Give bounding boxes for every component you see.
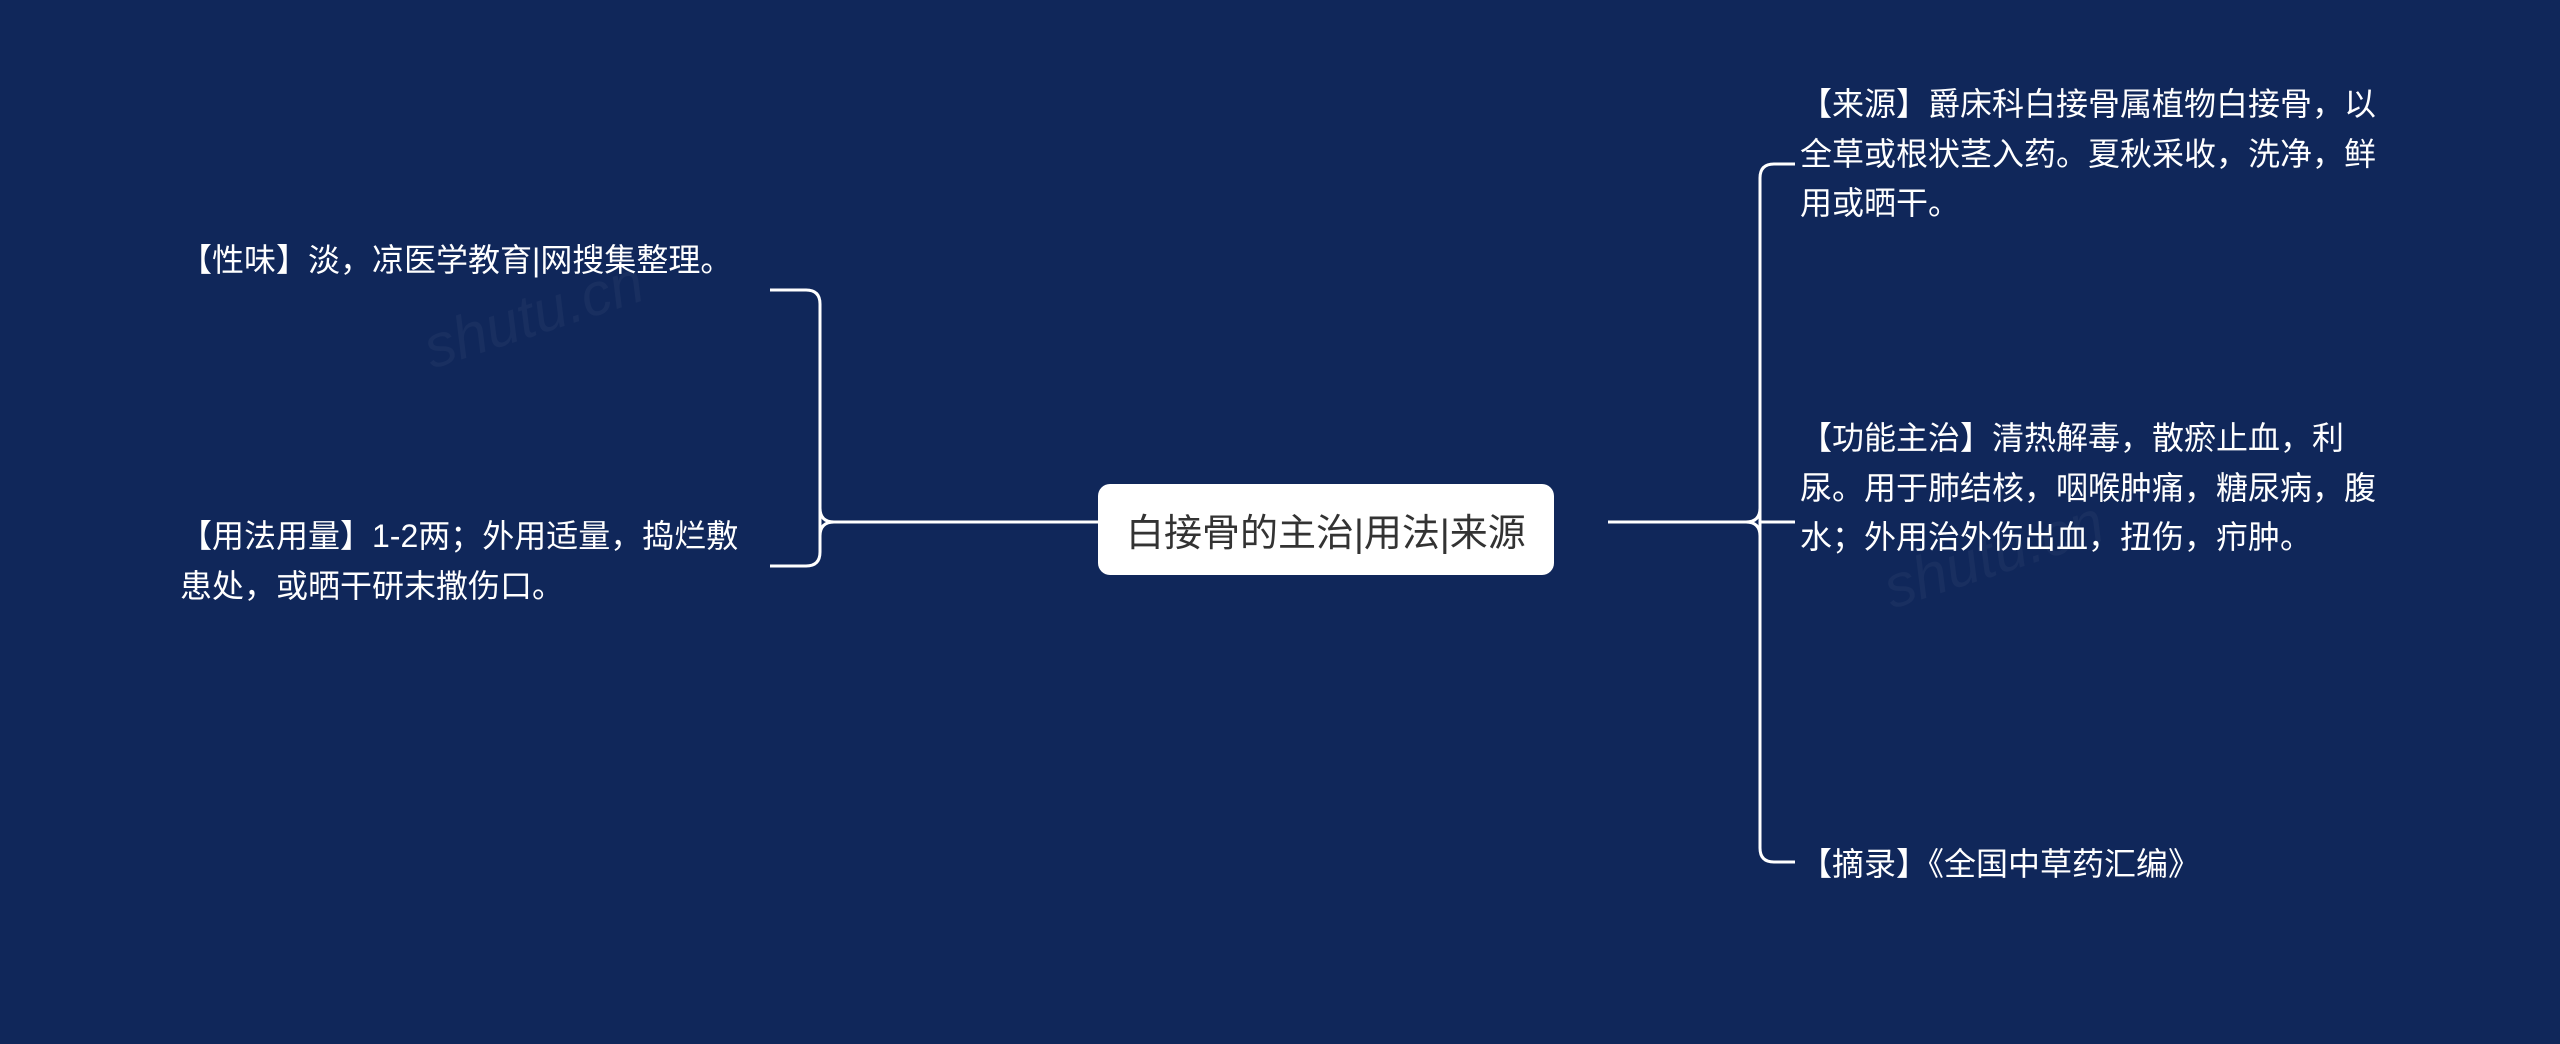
connector-path	[1608, 508, 1760, 522]
right-leaf: 【功能主治】清热解毒，散瘀止血，利尿。用于肺结核，咽喉肿痛，糖尿病，腹水；外用治…	[1800, 414, 2380, 563]
connector-path	[1760, 848, 1795, 862]
right-leaf: 【摘录】《全国中草药汇编》	[1800, 840, 2380, 890]
connector-path	[770, 290, 820, 304]
connector-path	[820, 508, 1098, 522]
connector-path	[1746, 522, 1760, 536]
left-leaf: 【性味】淡，凉医学教育|网搜集整理。	[180, 236, 760, 286]
connector-path	[820, 522, 834, 536]
left-leaf: 【用法用量】1-2两；外用适量，捣烂敷患处，或晒干研末撒伤口。	[180, 512, 760, 611]
connector-path	[770, 552, 820, 566]
right-leaf: 【来源】爵床科白接骨属植物白接骨，以全草或根状茎入药。夏秋采收，洗净，鲜用或晒干…	[1800, 80, 2380, 229]
connector-path	[1760, 164, 1795, 178]
center-node: 白接骨的主治|用法|来源	[1098, 484, 1554, 575]
